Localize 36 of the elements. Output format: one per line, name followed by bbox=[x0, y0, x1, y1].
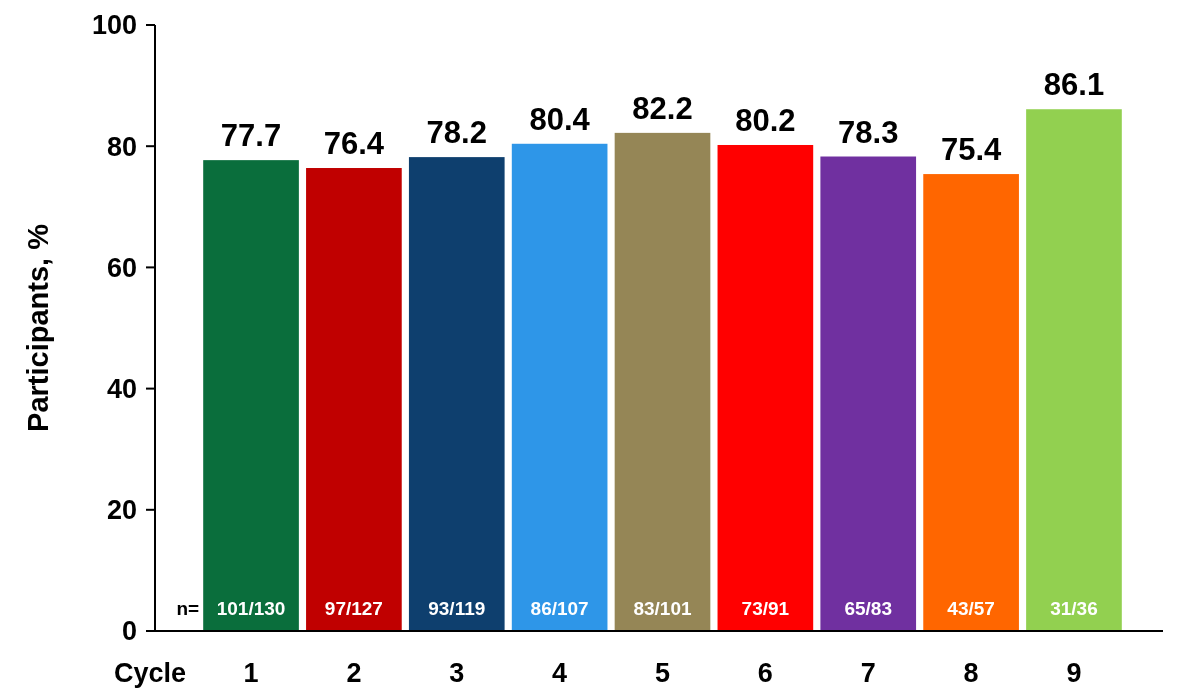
x-axis-title: Cycle bbox=[113, 658, 187, 688]
y-tick-label: 60 bbox=[106, 252, 137, 283]
annotation: 43/57 bbox=[947, 598, 995, 619]
data-label: 77.7 bbox=[220, 118, 282, 154]
x-tick-label: 6 bbox=[757, 658, 773, 688]
x-tick-label: 4 bbox=[552, 658, 568, 688]
x-tick-label: 2 bbox=[346, 658, 362, 688]
annotation: 83/101 bbox=[633, 598, 692, 619]
annotation: 65/83 bbox=[844, 598, 893, 619]
annotation: n= bbox=[176, 598, 200, 619]
y-tick-label: 40 bbox=[106, 374, 137, 405]
x-tick-label: 9 bbox=[1066, 658, 1082, 688]
annotation: 93/119 bbox=[428, 598, 486, 619]
y-tick-label: 80 bbox=[106, 131, 137, 162]
annotation: 97/127 bbox=[324, 598, 383, 619]
data-label: 80.2 bbox=[735, 102, 796, 138]
annotation: 31/36 bbox=[1050, 598, 1098, 619]
y-tick-label: 0 bbox=[121, 616, 137, 647]
data-label: 75.4 bbox=[940, 132, 1003, 168]
y-axis-title: Participants, % bbox=[22, 223, 54, 432]
x-tick-label: 7 bbox=[860, 658, 876, 688]
data-label: 76.4 bbox=[323, 126, 385, 162]
data-label: 78.2 bbox=[426, 115, 487, 151]
x-tick-label: 5 bbox=[654, 658, 671, 688]
annotation: 101/130 bbox=[216, 598, 286, 619]
data-label: 80.4 bbox=[529, 101, 591, 137]
annotation: 73/91 bbox=[741, 598, 790, 619]
x-tick-label: 8 bbox=[963, 658, 979, 688]
data-label: 86.1 bbox=[1043, 67, 1105, 103]
data-label: 82.2 bbox=[632, 90, 693, 126]
x-tick-label: 1 bbox=[243, 658, 259, 688]
annotation: 86/107 bbox=[530, 598, 589, 619]
x-tick-label: 3 bbox=[449, 658, 465, 688]
y-tick-label: 20 bbox=[106, 495, 137, 526]
y-tick-label: 100 bbox=[91, 10, 137, 41]
data-label: 78.3 bbox=[838, 114, 899, 150]
